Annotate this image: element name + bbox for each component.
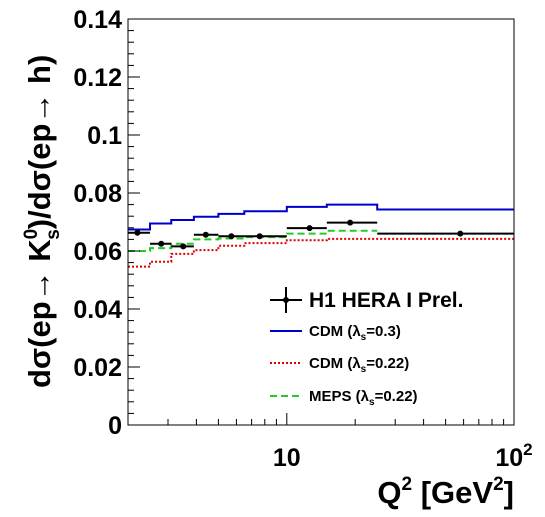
x-axis-title-unit-exp: 2 [493,474,504,495]
plot-frame [127,18,515,426]
legend-label-meps-main: MEPS (λ [309,388,370,405]
legend-label-meps-tail: =0.22) [375,388,418,405]
x-axis-title-unit: [GeV [412,475,493,510]
data-point [150,240,172,247]
y-tick-label: 0.04 [73,296,122,324]
series-line [128,237,514,268]
y-axis-title-sup: 0 [21,229,42,240]
legend-label-cdm-022-sub: s [361,364,367,375]
x-axis-title: Q2 [GeV2] [377,474,514,510]
x-tick-label: 10 [273,444,301,472]
x-tick-label-exp: 2 [523,440,532,459]
y-tick-label: 0.06 [73,238,122,266]
legend-label-cdm-022: CDM (λs=0.22) [309,355,409,375]
legend-label-cdm-03-main: CDM (λ [309,323,361,340]
legend: H1 HERA I Prel. CDM (λs=0.3) CDM (λs=0.2… [270,287,463,408]
y-tick-label: 0.08 [73,180,122,208]
x-axis-title-exp: 2 [402,474,413,495]
legend-label-h1: H1 HERA I Prel. [309,289,463,312]
point-marker [158,240,165,247]
point-marker [347,219,354,226]
plot-content [128,203,514,268]
legend-entry-cdm-03: CDM (λs=0.3) [270,323,401,343]
legend-label-meps-sub: s [369,397,375,408]
y-tick-label: 0 [108,412,122,440]
y-tick-label: 0.1 [87,122,122,150]
point-marker [228,233,235,240]
series-line [128,229,378,252]
data-point [193,231,219,238]
point-marker [457,230,464,237]
legend-label-cdm-022-main: CDM (λ [309,355,361,372]
point-marker [256,233,263,240]
point-marker [134,229,141,236]
y-axis-title-part2: )/dσ(ep→ h) [22,55,57,229]
legend-entry-h1: H1 HERA I Prel. [270,287,463,313]
x-tick-label-base: 10 [273,444,301,472]
legend-marker-h1-point [283,297,289,303]
legend-label-cdm-03-tail: =0.3) [366,323,401,340]
data-point [244,233,287,240]
data-point [377,230,514,237]
y-tick-label: 0.02 [73,354,122,382]
data-point [286,225,327,232]
data-point [128,229,151,236]
y-axis-title-part1: dσ(ep→ K [22,239,57,388]
x-tick-label-base: 10 [495,444,523,472]
legend-label-meps: MEPS (λs=0.22) [309,388,418,408]
x-tick-label: 102 [495,440,532,472]
data-point [171,243,194,250]
y-tick-label: 0.12 [73,64,122,92]
legend-entry-meps: MEPS (λs=0.22) [270,388,418,408]
legend-label-cdm-03: CDM (λs=0.3) [309,323,401,343]
y-axis-title-sub: s [43,229,64,240]
point-marker [306,225,313,232]
legend-label-cdm-03-sub: s [361,332,367,343]
x-axis-title-unit-close: ] [504,475,514,510]
data-point [218,233,245,240]
data-point [326,219,378,226]
y-tick-label: 0.14 [73,6,122,34]
y-axis-title: dσ(ep→ K0s)/dσ(ep→ h) [21,55,64,388]
point-marker [180,243,187,250]
legend-entry-cdm-022: CDM (λs=0.22) [270,355,409,375]
legend-label-cdm-022-tail: =0.22) [366,355,409,372]
x-axis-title-base: Q [377,475,401,510]
point-marker [202,231,209,238]
series-line [128,203,514,231]
